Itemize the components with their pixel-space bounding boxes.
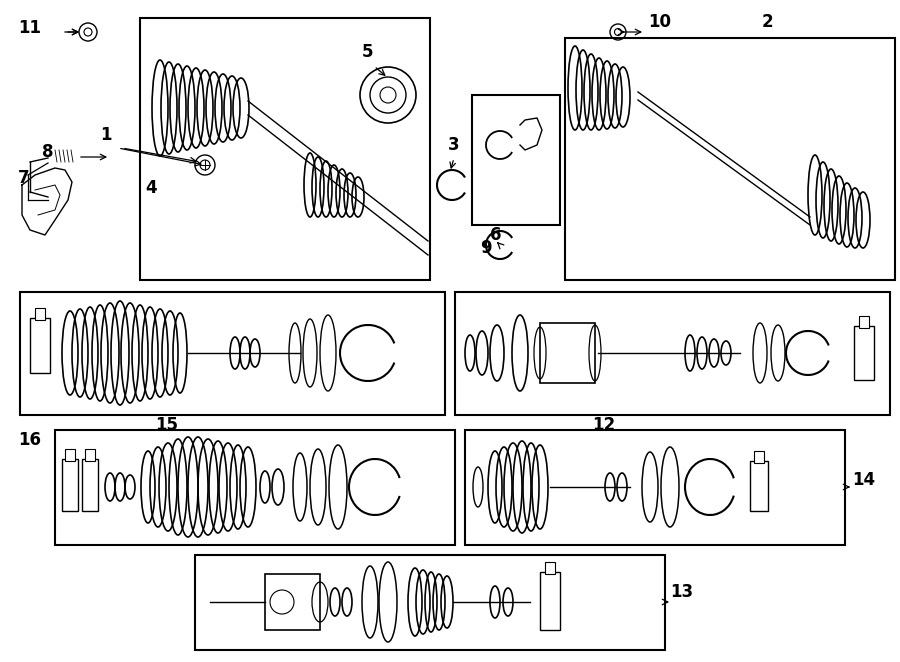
Text: 16: 16 [18, 431, 41, 449]
Text: 13: 13 [670, 583, 693, 601]
Text: 3: 3 [448, 136, 460, 154]
Bar [82, 459, 98, 511]
Bar [750, 461, 768, 511]
Text: 2: 2 [762, 13, 774, 31]
Bar [455, 292, 890, 415]
Text: 4: 4 [145, 179, 157, 197]
Bar [195, 555, 665, 650]
Text: 9: 9 [480, 239, 491, 257]
Text: 10: 10 [648, 13, 671, 31]
Text: 6: 6 [490, 226, 501, 244]
Bar [20, 292, 445, 415]
Text: 1: 1 [100, 126, 112, 144]
Bar [545, 562, 555, 574]
Text: 11: 11 [18, 19, 41, 37]
Bar [62, 459, 78, 511]
Bar [540, 572, 560, 630]
Bar [859, 316, 869, 328]
Bar [265, 574, 320, 630]
Bar [565, 38, 895, 280]
Bar [65, 449, 75, 461]
Text: 12: 12 [592, 416, 615, 434]
Bar [35, 308, 45, 320]
Bar [854, 326, 874, 380]
Bar [55, 430, 455, 545]
Text: 8: 8 [42, 143, 53, 161]
Bar [30, 318, 50, 373]
Text: 7: 7 [18, 169, 30, 187]
Bar [472, 95, 560, 225]
Text: 5: 5 [362, 43, 374, 61]
Bar [754, 451, 764, 463]
Bar [140, 18, 430, 280]
Text: 14: 14 [852, 471, 875, 489]
Bar [540, 323, 595, 383]
Text: 15: 15 [155, 416, 178, 434]
Bar [85, 449, 95, 461]
Bar [465, 430, 845, 545]
